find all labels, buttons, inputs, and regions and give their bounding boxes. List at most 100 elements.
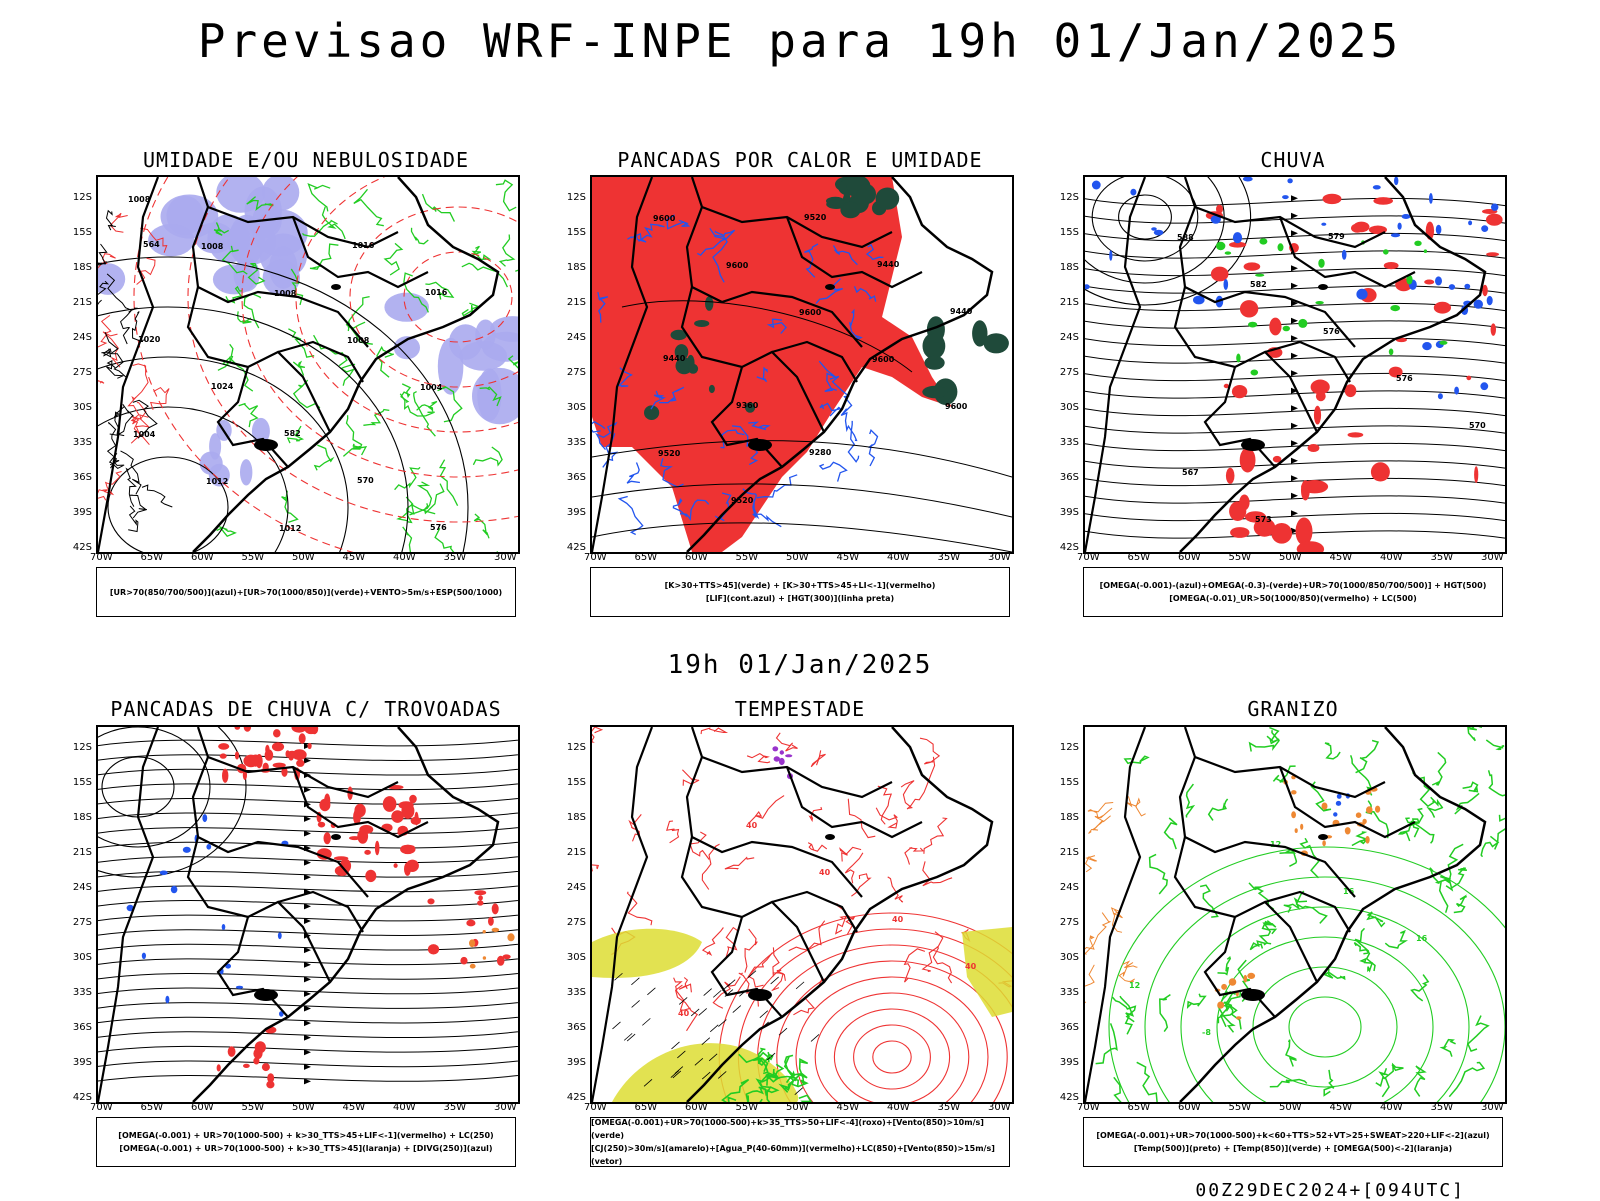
panel-title: PANCADAS POR CALOR E UMIDADE bbox=[617, 148, 983, 172]
longitude-tick-label: 70W bbox=[584, 1102, 607, 1113]
longitude-tick-label: 65W bbox=[634, 1102, 658, 1113]
latitude-tick-label: 21S bbox=[72, 847, 92, 858]
latitude-tick-label: 27S bbox=[566, 367, 586, 378]
latitude-tick-label: 15S bbox=[1059, 777, 1079, 788]
latitude-tick-label: 42S bbox=[1059, 1092, 1079, 1103]
longitude-tick-label: 55W bbox=[241, 1102, 265, 1113]
legend-line: [UR>70(850/700/500)](azul)+[UR>70(1000/8… bbox=[109, 587, 503, 597]
longitude-tick-label: 35W bbox=[443, 1102, 467, 1113]
panel-title: CHUVA bbox=[1260, 148, 1326, 172]
longitude-tick-label: 55W bbox=[1228, 1102, 1252, 1113]
map-canvas: 12 16 16 12 -8 bbox=[1085, 727, 1505, 1102]
contour-label: 9440 bbox=[950, 307, 973, 316]
latitude-tick-label: 33S bbox=[566, 437, 586, 448]
latitude-tick-label: 15S bbox=[1059, 227, 1079, 238]
latitude-tick-label: 33S bbox=[1059, 437, 1079, 448]
latitude-tick-label: 12S bbox=[72, 192, 92, 203]
latitude-tick-label: 21S bbox=[72, 297, 92, 308]
longitude-tick-label: 40W bbox=[393, 1102, 416, 1113]
contour-label: 573 bbox=[1255, 515, 1272, 524]
latitude-tick-label: 12S bbox=[566, 742, 586, 753]
map-canvas bbox=[98, 727, 518, 1102]
latitude-tick-label: 24S bbox=[566, 882, 586, 893]
contour-label: 582 bbox=[284, 429, 301, 438]
contour-label: 567 bbox=[1182, 468, 1199, 477]
longitude-tick-label: 50W bbox=[292, 1102, 315, 1113]
panel-title: PANCADAS DE CHUVA C/ TROVOADAS bbox=[110, 697, 502, 721]
longitude-tick-label: 70W bbox=[90, 1102, 113, 1113]
contour-label: -8 bbox=[1202, 1028, 1211, 1037]
panel-legend: [OMEGA(-0.001) + UR>70(1000-500) + k>30_… bbox=[96, 1117, 516, 1167]
latitude-tick-label: 27S bbox=[1059, 367, 1079, 378]
longitude-tick-label: 60W bbox=[685, 552, 708, 563]
map-canvas: 40 40 40 40 40 bbox=[592, 727, 1012, 1102]
forecast-map bbox=[96, 725, 520, 1104]
contour-label: 16 bbox=[1416, 934, 1428, 943]
longitude-tick-label: 55W bbox=[735, 552, 759, 563]
longitude-tick-label: 55W bbox=[735, 1102, 759, 1113]
contour-label: 1024 bbox=[211, 382, 234, 391]
contour-label: 9600 bbox=[799, 308, 822, 317]
longitude-tick-label: 35W bbox=[1430, 552, 1454, 563]
map-canvas: 1008100810081008100410041012101210161016… bbox=[98, 177, 518, 552]
longitude-tick-label: 60W bbox=[191, 552, 214, 563]
contour-label: 40 bbox=[678, 1009, 690, 1018]
contour-label: 576 bbox=[1323, 327, 1340, 336]
longitude-tick-label: 45W bbox=[1329, 552, 1353, 563]
map-canvas: 588 582 576 576 570 567 573 579 bbox=[1085, 177, 1505, 552]
longitude-tick-label: 45W bbox=[836, 1102, 860, 1113]
longitude-tick-label: 35W bbox=[937, 552, 961, 563]
forecast-map: 40 40 40 40 40 bbox=[590, 725, 1014, 1104]
latitude-tick-label: 33S bbox=[72, 437, 92, 448]
contour-label: 40 bbox=[746, 821, 758, 830]
contour-label: 12 bbox=[1129, 981, 1140, 990]
latitude-tick-label: 24S bbox=[1059, 332, 1079, 343]
longitude-tick-label: 30W bbox=[494, 552, 517, 563]
panel-title: UMIDADE E/OU NEBULOSIDADE bbox=[142, 148, 470, 172]
contour-label: 564 bbox=[143, 240, 160, 249]
longitude-tick-label: 60W bbox=[1178, 1102, 1201, 1113]
main-title: Previsao WRF-INPE para 19h 01/Jan/2025 bbox=[197, 14, 1403, 68]
legend-line: [LIF](cont.azul) + [HGT(300)](linha pret… bbox=[705, 594, 895, 603]
contour-label: 576 bbox=[1396, 374, 1413, 383]
legend-line: [Temp(500)](preto) + [Temp(850)](verde) … bbox=[1133, 1144, 1453, 1153]
contour-label: 16 bbox=[1343, 887, 1355, 896]
contour-label: 1012 bbox=[279, 524, 301, 533]
longitude-tick-label: 30W bbox=[988, 552, 1011, 563]
contour-label: 40 bbox=[965, 962, 977, 971]
longitude-tick-label: 70W bbox=[90, 552, 113, 563]
longitude-tick-label: 45W bbox=[1329, 1102, 1353, 1113]
contour-label: 9280 bbox=[809, 448, 832, 457]
longitude-tick-label: 45W bbox=[836, 552, 860, 563]
contour-label: 1008 bbox=[274, 289, 297, 298]
panel-legend: [OMEGA(-0.001)+UR>70(1000-500)+k>35_TTS>… bbox=[590, 1117, 1010, 1167]
legend-line: [OMEGA(-0.001)+UR>70(1000-500)+k>35_TTS>… bbox=[591, 1118, 984, 1140]
longitude-tick-label: 40W bbox=[1380, 552, 1403, 563]
latitude-tick-label: 15S bbox=[72, 227, 92, 238]
longitude-tick-label: 30W bbox=[494, 1102, 517, 1113]
contour-label: 1020 bbox=[138, 335, 161, 344]
latitude-tick-label: 24S bbox=[1059, 882, 1079, 893]
longitude-tick-label: 60W bbox=[685, 1102, 708, 1113]
latitude-tick-label: 39S bbox=[566, 507, 586, 518]
latitude-tick-label: 36S bbox=[566, 472, 586, 483]
latitude-tick-label: 39S bbox=[1059, 1057, 1079, 1068]
latitude-tick-label: 18S bbox=[72, 262, 92, 273]
forecast-map: 1008 1008 1008 1008 1004 1004 1012 1012 1016 1016… bbox=[96, 175, 520, 554]
contour-label: 1008 bbox=[201, 242, 224, 251]
longitude-tick-label: 50W bbox=[1279, 1102, 1302, 1113]
latitude-tick-label: 30S bbox=[566, 402, 586, 413]
contour-label: 9520 bbox=[804, 213, 827, 222]
contour-label: 1012 bbox=[206, 477, 228, 486]
longitude-tick-label: 35W bbox=[937, 1102, 961, 1113]
latitude-tick-label: 42S bbox=[566, 1092, 586, 1103]
latitude-tick-label: 30S bbox=[1059, 402, 1079, 413]
latitude-tick-label: 24S bbox=[72, 332, 92, 343]
latitude-tick-label: 27S bbox=[1059, 917, 1079, 928]
latitude-tick-label: 30S bbox=[566, 952, 586, 963]
longitude-tick-label: 65W bbox=[140, 552, 164, 563]
map-canvas: 9600 9600 9600 9600 9600 9520 9520 9520 9440 9440… bbox=[592, 177, 1012, 552]
latitude-tick-label: 18S bbox=[1059, 812, 1079, 823]
latitude-tick-label: 39S bbox=[72, 507, 92, 518]
latitude-tick-label: 42S bbox=[72, 1092, 92, 1103]
